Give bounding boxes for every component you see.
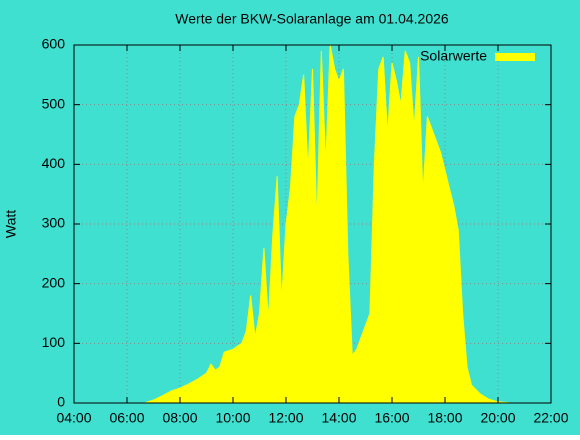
y-tick-label: 300	[42, 215, 66, 231]
legend-swatch	[495, 53, 535, 61]
x-tick-label: 22:00	[533, 410, 568, 426]
y-tick-label: 600	[42, 36, 66, 52]
x-tick-label: 04:00	[56, 410, 91, 426]
area	[144, 44, 512, 404]
y-tick-label: 0	[57, 394, 65, 410]
x-tick-label: 18:00	[427, 410, 462, 426]
x-tick-label: 14:00	[321, 410, 356, 426]
x-tick-label: 12:00	[268, 410, 303, 426]
y-axis-label: Watt	[3, 210, 19, 238]
y-tick-label: 100	[42, 334, 66, 350]
x-tick-label: 10:00	[215, 410, 250, 426]
x-tick-label: 20:00	[480, 410, 515, 426]
x-tick-label: 08:00	[162, 410, 197, 426]
y-tick-label: 200	[42, 274, 66, 290]
x-tick-label: 06:00	[109, 410, 144, 426]
chart-title: Werte der BKW-Solaranlage am 01.04.2026	[175, 11, 449, 27]
legend-label: Solarwerte	[420, 48, 487, 64]
y-tick-label: 500	[42, 95, 66, 111]
y-tick-label: 400	[42, 155, 66, 171]
x-tick-label: 16:00	[374, 410, 409, 426]
